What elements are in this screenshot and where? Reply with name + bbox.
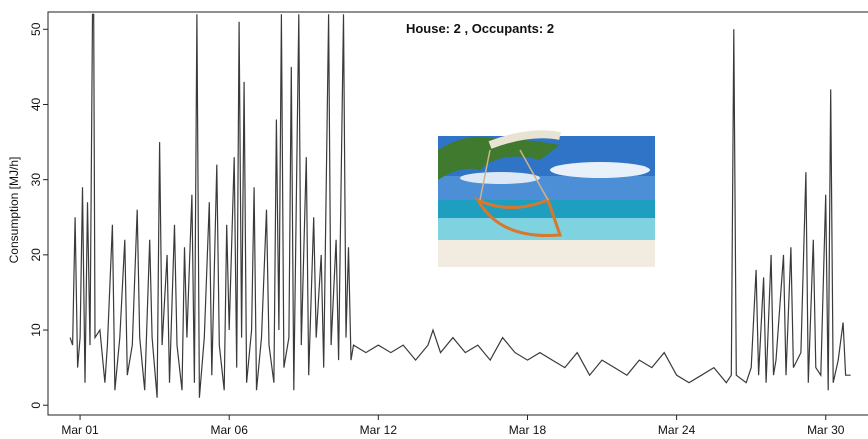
x-tick-label: Mar 06	[211, 423, 249, 437]
y-tick-label: 10	[29, 323, 43, 337]
photo	[438, 130, 655, 267]
y-tick-label: 50	[29, 22, 43, 36]
plot-frame	[47, 11, 868, 416]
x-tick-label: Mar 24	[658, 423, 696, 437]
chart-title: House: 2 , Occupants: 2	[406, 21, 554, 36]
y-tick-label: 0	[29, 402, 43, 409]
x-tick-label: Mar 12	[360, 423, 398, 437]
y-tick-label: 40	[29, 97, 43, 111]
y-tick-label: 20	[29, 248, 43, 262]
x-tick-label: Mar 30	[807, 423, 845, 437]
data-line	[69, 13, 851, 398]
y-axis-label: Consumption [MJ/h]	[7, 157, 21, 264]
x-tick-label: Mar 01	[61, 423, 99, 437]
y-tick-label: 30	[29, 173, 43, 187]
x-tick-label: Mar 18	[509, 423, 547, 437]
